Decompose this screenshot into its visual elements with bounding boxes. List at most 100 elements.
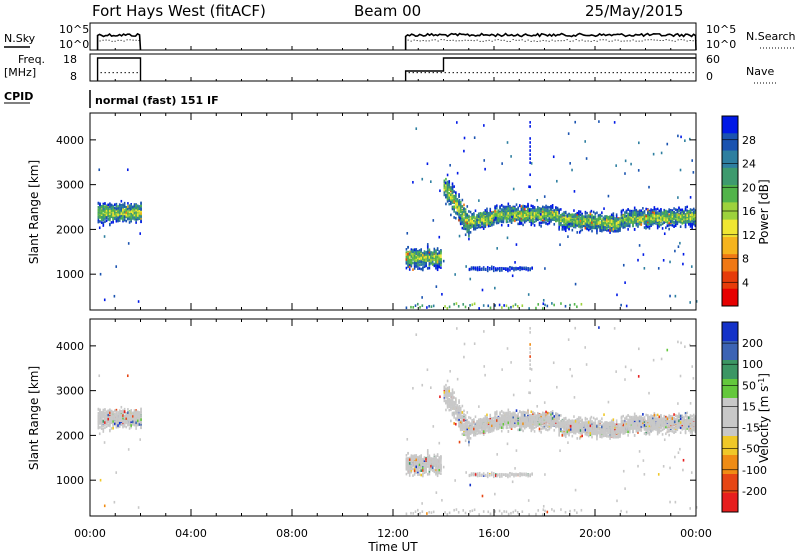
power-cell [665, 217, 667, 221]
power-cell [615, 229, 618, 233]
power-cell [656, 224, 659, 227]
power-cell [532, 204, 534, 208]
power-cell [136, 207, 139, 211]
power-cell [458, 208, 460, 212]
nave-dot [112, 72, 114, 74]
power-cell [537, 218, 539, 221]
power-cell [550, 212, 552, 215]
power-cell [617, 224, 620, 228]
power-cell [109, 215, 111, 218]
power-cell [592, 216, 595, 219]
power-cell [650, 220, 652, 223]
nave-dot [604, 72, 606, 74]
power-cell [523, 210, 526, 214]
nave-dot [132, 72, 134, 74]
power-cell [625, 222, 628, 226]
power-cell [584, 222, 587, 226]
power-cell [489, 209, 492, 213]
power-cell [491, 212, 493, 215]
power-cell [620, 209, 623, 213]
power-cell [418, 252, 421, 255]
power-cell [118, 204, 121, 208]
date-title: 25/May/2015 [585, 2, 683, 20]
power-cell [609, 223, 611, 227]
power-cell [97, 215, 100, 219]
power-cell [671, 215, 674, 218]
power-cell [511, 215, 513, 219]
power-cell [484, 220, 487, 223]
power-cell [127, 202, 129, 205]
power-cell [576, 215, 579, 219]
power-cell [435, 249, 437, 252]
power-cell [612, 222, 615, 225]
power-cell [487, 224, 490, 228]
power-cell [107, 203, 110, 207]
power-cell [499, 213, 501, 217]
nsearch-dot [135, 39, 137, 41]
power-cell [642, 211, 644, 215]
power-cell [123, 204, 126, 208]
ytick-label: 1000 [56, 268, 84, 281]
power-cell [538, 223, 541, 227]
nave-dot [660, 72, 662, 74]
power-cell [544, 303, 546, 307]
power-cell [433, 250, 436, 254]
power-cell [140, 214, 142, 217]
power-cell [581, 214, 583, 217]
power-cell [540, 215, 542, 219]
power-cell [464, 214, 467, 218]
power-cell [528, 307, 530, 310]
nsearch-dot [551, 39, 553, 41]
power-cell [123, 209, 126, 212]
power-cell [454, 196, 457, 200]
power-cell [568, 225, 570, 228]
power-cell [410, 305, 412, 309]
power-cell [643, 221, 646, 224]
power-cell [469, 222, 472, 226]
power-cell [477, 225, 480, 229]
power-cell [650, 223, 652, 226]
power-cell [622, 208, 624, 212]
power-cell [113, 211, 116, 214]
power-cell [686, 209, 689, 213]
power-cell [432, 219, 435, 222]
power-cell [688, 223, 690, 226]
power-cell [695, 300, 698, 303]
power-cell [459, 209, 462, 212]
power-cell [442, 259, 445, 263]
power-cell [541, 208, 544, 211]
power-cell [638, 141, 640, 145]
power-cell [499, 218, 501, 222]
power-cell [407, 246, 409, 249]
power-cell [532, 206, 534, 210]
nsearch-dot [461, 40, 463, 42]
power-cell [537, 211, 539, 215]
power-cell [507, 306, 510, 310]
power-cell [420, 253, 422, 257]
power-cell [682, 262, 684, 266]
power-cell [449, 163, 451, 167]
power-cell [104, 215, 106, 218]
power-cell [573, 221, 575, 225]
power-cell [668, 222, 670, 225]
power-cell [579, 229, 582, 233]
power-cell [576, 224, 579, 227]
power-cell [412, 306, 415, 309]
power-cell [620, 214, 623, 217]
power-cell [694, 209, 697, 212]
power-cell [609, 231, 611, 234]
power-cell [459, 215, 462, 219]
power-cell [604, 223, 606, 226]
power-cell [428, 258, 431, 262]
power-cell [482, 222, 485, 225]
power-cell [459, 222, 462, 226]
power-cell [419, 306, 421, 309]
power-cell [410, 263, 413, 266]
power-cell [591, 222, 593, 226]
power-cell [527, 210, 529, 213]
power-cell [415, 256, 418, 259]
power-cell [551, 302, 553, 305]
power-cell [463, 212, 465, 216]
freq-label: Freq. [18, 53, 45, 66]
power-cell [573, 215, 575, 218]
